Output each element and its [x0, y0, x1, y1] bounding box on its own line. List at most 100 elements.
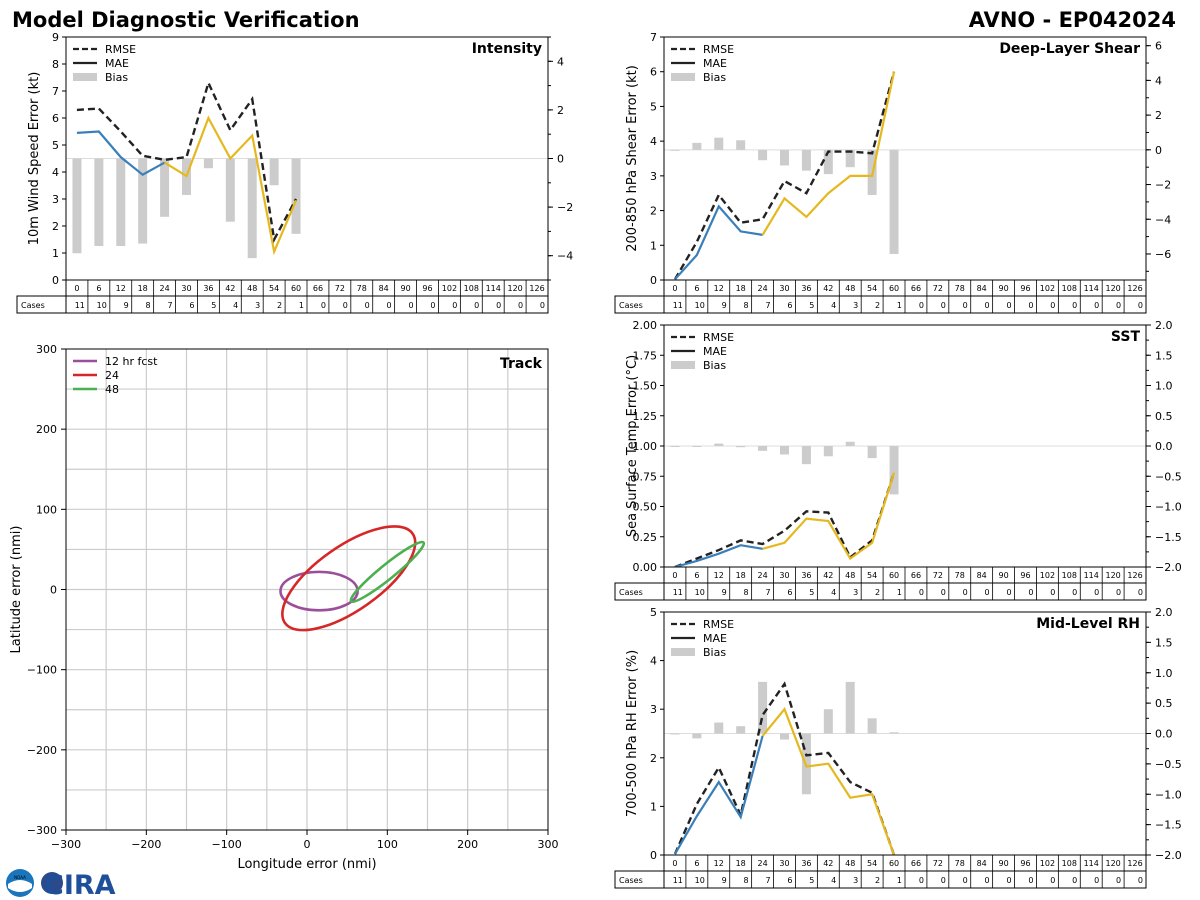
hour-label: 120 — [1105, 284, 1120, 293]
y2-tick-label: −1.0 — [1155, 501, 1182, 514]
hour-label: 96 — [1020, 571, 1030, 580]
bias-bar — [203, 158, 213, 169]
hour-label: 96 — [422, 284, 432, 293]
legend-label: MAE — [703, 345, 727, 358]
legend-label: Bias — [703, 71, 726, 84]
hour-label: 72 — [335, 284, 345, 293]
y2-tick-label: 0 — [1155, 144, 1162, 157]
legend-label: 24 — [105, 369, 119, 382]
y-tick-label: 4 — [650, 655, 657, 668]
cases-value: 10 — [695, 588, 705, 597]
cases-value: 10 — [695, 876, 705, 885]
legend-label: RMSE — [703, 618, 734, 631]
rmse-line — [674, 472, 896, 569]
hour-label: 54 — [867, 284, 877, 293]
cases-row — [614, 870, 1147, 889]
hour-label: 120 — [1105, 859, 1120, 868]
cases-value: 4 — [233, 301, 238, 310]
bias-bar — [845, 149, 855, 168]
y-tick-label: 100 — [36, 503, 57, 516]
panel-track: −300 −200 −100 0 100 200 300 300 200 100 0 −100 −200… — [9, 343, 559, 872]
cases-value: 4 — [831, 588, 836, 597]
cases-value: 0 — [919, 876, 924, 885]
cases-value: 0 — [941, 301, 946, 310]
cases-value: 2 — [875, 301, 880, 310]
hour-label: 12 — [714, 571, 724, 580]
cases-value: 0 — [1050, 588, 1055, 597]
y-tick-label: −100 — [27, 664, 57, 677]
bias-bar — [801, 446, 811, 465]
cases-value: 0 — [452, 301, 457, 310]
y-tick-label: 7 — [52, 85, 59, 98]
legend-label: 12 hr fcst — [105, 355, 158, 368]
y2-tick-label: −2 — [557, 201, 573, 214]
y2-tick-label: 1.0 — [1155, 380, 1173, 393]
y-tick-label: 8 — [52, 58, 59, 71]
mae-line-late — [761, 707, 896, 856]
hour-label: 18 — [736, 571, 746, 580]
y-tick-label: 2 — [52, 220, 59, 233]
cases-value: 0 — [1006, 301, 1011, 310]
cases-value: 0 — [1138, 301, 1143, 310]
bias-bar — [714, 722, 724, 734]
cases-value: 0 — [985, 301, 990, 310]
cases-value: 0 — [941, 588, 946, 597]
cases-label: Cases — [21, 301, 45, 310]
cases-value: 6 — [787, 588, 792, 597]
bias-bar — [225, 158, 235, 222]
panel-rh: 012345−2.0−1.5−1.0−0.50.00.51.01.52.0700… — [614, 606, 1182, 889]
cases-value: 10 — [695, 301, 705, 310]
hour-label: 102 — [1040, 859, 1055, 868]
figure-id: AVNO - EP042024 — [969, 8, 1176, 32]
legend-label: MAE — [105, 57, 129, 70]
hour-label: 108 — [1062, 284, 1077, 293]
panel-title: Intensity — [472, 41, 542, 57]
cases-value: 7 — [765, 301, 770, 310]
hour-label: 84 — [977, 859, 987, 868]
y2-tick-label: 6 — [1155, 40, 1162, 53]
mae-line-late — [761, 71, 896, 236]
y-tick-label: 1 — [650, 239, 657, 252]
cases-row — [614, 582, 1147, 601]
cases-value: 0 — [343, 301, 348, 310]
x-tick-label: 100 — [377, 838, 398, 851]
legend-label: Bias — [105, 71, 128, 84]
cases-value: 0 — [496, 301, 501, 310]
hour-label: 48 — [845, 284, 855, 293]
cases-value: 0 — [1138, 876, 1143, 885]
y-tick-label: 1.00 — [633, 440, 658, 453]
cases-value: 0 — [387, 301, 392, 310]
y-tick-label: 4 — [52, 166, 59, 179]
bias-bar — [889, 149, 899, 254]
rmse-line — [673, 71, 896, 280]
y2-tick-label: 2.0 — [1155, 606, 1173, 619]
hour-label: 0 — [672, 571, 677, 580]
hour-label: 36 — [203, 284, 213, 293]
cases-value: 1 — [897, 301, 902, 310]
panel-title: SST — [1111, 329, 1141, 345]
cases-value: 6 — [787, 301, 792, 310]
cases-value: 0 — [1116, 876, 1121, 885]
cases-value: 5 — [809, 301, 814, 310]
legend-label: RMSE — [703, 43, 734, 56]
bias-bar — [692, 733, 702, 739]
cases-value: 0 — [430, 301, 435, 310]
cases-value: 0 — [1028, 588, 1033, 597]
hour-label: 12 — [116, 284, 126, 293]
bias-bar — [116, 158, 126, 246]
cases-value: 4 — [831, 301, 836, 310]
hour-label: 42 — [225, 284, 235, 293]
legend-label: RMSE — [105, 43, 136, 56]
y2-tick-label: 1.0 — [1155, 667, 1173, 680]
y2-tick-label: 2 — [1155, 109, 1162, 122]
hour-label: 60 — [291, 284, 301, 293]
cases-value: 0 — [321, 301, 326, 310]
cases-value: 0 — [985, 588, 990, 597]
cases-value: 0 — [919, 588, 924, 597]
bias-bar — [670, 446, 680, 447]
bias-bar — [780, 446, 789, 455]
bias-bar — [758, 681, 768, 734]
hour-label: 126 — [1127, 859, 1142, 868]
cases-value: 11 — [673, 876, 683, 885]
cases-value: 0 — [1028, 301, 1033, 310]
